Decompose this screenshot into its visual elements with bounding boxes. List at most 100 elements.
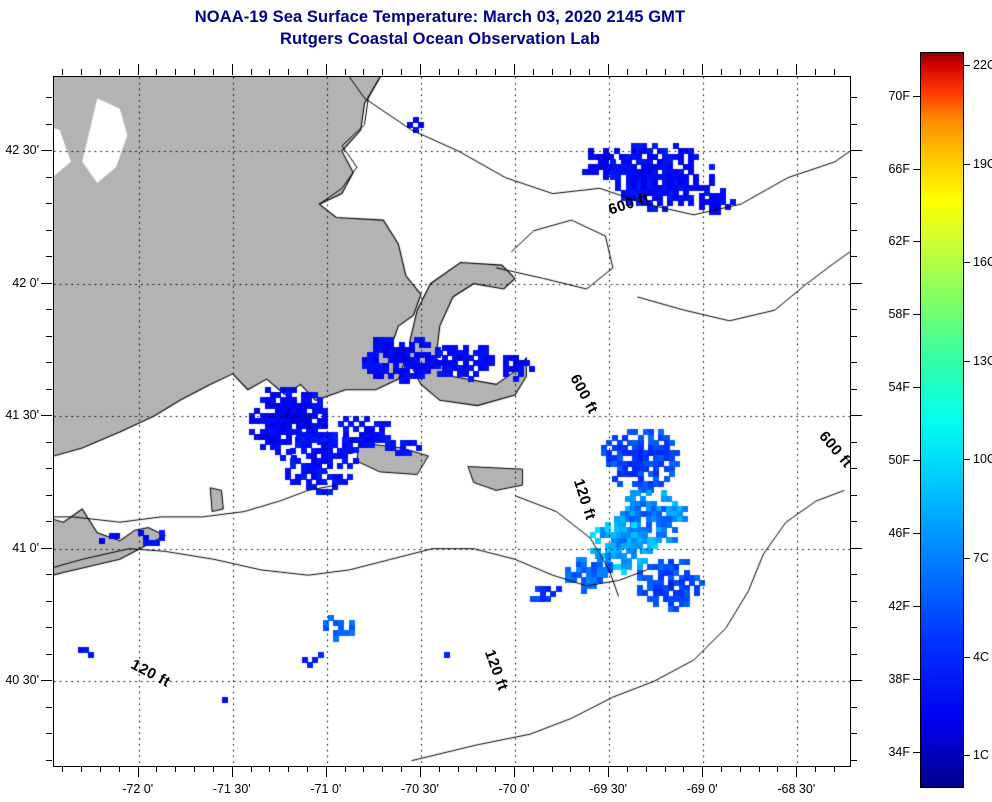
colorbar-label-celsius: 4C <box>973 649 989 664</box>
x-axis-minor-tick <box>81 766 83 772</box>
y-axis-minor-tick <box>46 203 52 205</box>
y-axis-minor-tick <box>46 362 52 364</box>
colorbar-label-fahrenheit: 54F <box>888 380 910 395</box>
colorbar-tick-fahrenheit <box>913 95 920 97</box>
y-axis-minor-tick <box>46 733 52 735</box>
y-axis-minor-tick <box>851 574 857 576</box>
x-axis-minor-tick <box>626 766 628 772</box>
y-axis-minor-tick <box>46 521 52 523</box>
x-axis-major-tick <box>514 766 516 777</box>
x-axis-major-tick <box>796 766 798 777</box>
y-axis-minor-tick <box>46 229 52 231</box>
x-axis-minor-tick <box>570 766 572 772</box>
y-axis-minor-tick <box>46 494 52 496</box>
x-axis-major-tick <box>231 766 233 777</box>
y-axis-minor-tick <box>851 362 857 364</box>
x-axis-minor-tick <box>212 69 214 75</box>
x-axis-minor-tick <box>401 766 403 772</box>
x-axis-minor-tick <box>438 69 440 75</box>
x-axis-tick-label: -68 30' <box>777 782 816 796</box>
x-axis-major-tick <box>702 766 704 777</box>
colorbar-label-fahrenheit: 42F <box>888 598 910 613</box>
x-axis-minor-tick <box>118 69 120 75</box>
y-axis-minor-tick <box>851 335 857 337</box>
x-axis-minor-tick <box>118 766 120 772</box>
colorbar-label-fahrenheit: 38F <box>888 671 910 686</box>
y-axis-minor-tick <box>46 123 52 125</box>
y-axis-minor-tick <box>46 388 52 390</box>
colorbar-tick-celsius <box>964 656 970 658</box>
x-axis-minor-tick <box>62 69 64 75</box>
y-axis-minor-tick <box>851 256 857 258</box>
y-axis-minor-tick <box>851 97 857 99</box>
y-axis-minor-tick <box>46 97 52 99</box>
x-axis-minor-tick <box>721 766 723 772</box>
x-axis-minor-tick <box>815 69 817 75</box>
x-axis-major-tick <box>419 64 421 75</box>
x-axis-minor-tick <box>532 69 534 75</box>
colorbar-gradient <box>920 52 964 788</box>
colorbar-label-fahrenheit: 34F <box>888 744 910 759</box>
y-axis-minor-tick <box>851 494 857 496</box>
colorbar-label-celsius: 7C <box>973 551 989 565</box>
y-axis-minor-tick <box>851 309 857 311</box>
x-axis-minor-tick <box>457 766 459 772</box>
x-axis-major-tick <box>325 766 327 777</box>
y-axis-minor-tick <box>851 229 857 231</box>
x-axis-minor-tick <box>739 69 741 75</box>
x-axis-minor-tick <box>457 69 459 75</box>
x-axis-minor-tick <box>532 766 534 772</box>
colorbar-tick-celsius <box>964 163 970 165</box>
x-axis-minor-tick <box>307 69 309 75</box>
y-axis-major-tick <box>41 680 52 682</box>
colorbar[interactable]: 70F 66F 62F 58F 54F 50F 46F 42F 38F 34F 22C 19C 16C 1… <box>888 52 992 788</box>
x-axis-minor-tick <box>683 766 685 772</box>
x-axis-minor-tick <box>570 69 572 75</box>
colorbar-label-celsius: 19C <box>973 156 992 171</box>
x-axis-minor-tick <box>175 69 177 75</box>
x-axis-minor-tick <box>476 69 478 75</box>
colorbar-label-fahrenheit: 58F <box>888 307 910 322</box>
x-axis-minor-tick <box>495 69 497 75</box>
y-axis-minor-tick <box>851 706 857 708</box>
y-axis-major-tick <box>41 415 52 417</box>
x-axis-major-tick <box>419 766 421 777</box>
y-axis-major-tick <box>851 680 862 682</box>
x-axis-major-tick <box>137 64 139 75</box>
x-axis-minor-tick <box>551 766 553 772</box>
x-axis-minor-tick <box>815 766 817 772</box>
y-axis-major-tick <box>851 547 862 549</box>
y-axis-minor-tick <box>851 733 857 735</box>
y-axis-major-tick <box>41 150 52 152</box>
colorbar-label-fahrenheit: 50F <box>888 453 910 468</box>
x-axis-minor-tick <box>250 766 252 772</box>
y-axis-minor-tick <box>46 441 52 443</box>
y-axis-minor-tick <box>851 388 857 390</box>
y-axis-tick-label: 42 0' <box>12 275 39 290</box>
x-axis-minor-tick <box>758 69 760 75</box>
colorbar-tick-fahrenheit <box>913 387 920 389</box>
x-axis-major-tick <box>231 64 233 75</box>
x-axis-minor-tick <box>438 766 440 772</box>
y-axis-minor-tick <box>851 521 857 523</box>
x-axis-minor-tick <box>194 69 196 75</box>
colorbar-label-celsius: 10C <box>973 452 992 467</box>
colorbar-label-celsius: 16C <box>973 255 992 270</box>
sst-map-canvas[interactable] <box>54 77 850 766</box>
x-axis-minor-tick <box>833 69 835 75</box>
x-axis-minor-tick <box>307 766 309 772</box>
title-block: NOAA-19 Sea Surface Temperature: March 0… <box>0 6 880 50</box>
x-axis-minor-tick <box>100 69 102 75</box>
y-axis-major-tick <box>851 150 862 152</box>
colorbar-tick-fahrenheit <box>913 460 920 462</box>
y-axis-tick-label: 40 30' <box>5 673 39 688</box>
y-axis-minor-tick <box>46 335 52 337</box>
colorbar-tick-fahrenheit <box>913 678 920 680</box>
x-axis-minor-tick <box>626 69 628 75</box>
colorbar-tick-celsius <box>964 558 970 559</box>
y-axis-minor-tick <box>851 653 857 655</box>
colorbar-label-fahrenheit: 46F <box>888 525 910 540</box>
x-axis-tick-label: -70 0' <box>498 782 530 796</box>
x-axis-minor-tick <box>344 766 346 772</box>
